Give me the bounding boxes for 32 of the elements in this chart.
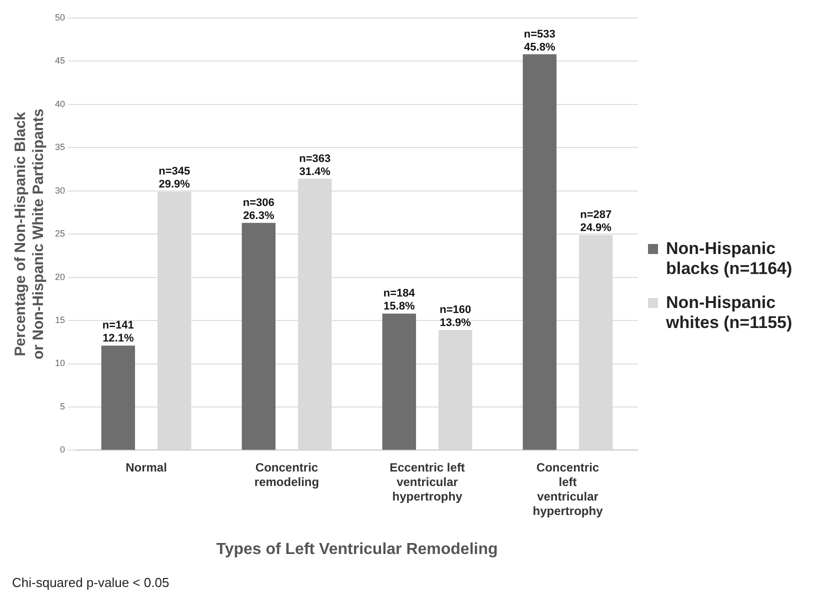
legend-label: Non-Hispanic whites (n=1155) — [666, 292, 794, 332]
bar — [101, 346, 136, 450]
data-label: n=363 31.4% — [299, 152, 331, 178]
x-tick-label: Eccentric left ventricular hypertrophy — [390, 460, 465, 504]
data-label: n=160 13.9% — [440, 304, 472, 330]
y-tick-label: 10 — [54, 358, 66, 368]
legend-label: Non-Hispanic blacks (n=1164) — [666, 238, 794, 278]
data-label: n=141 12.1% — [102, 320, 134, 345]
y-tick-label: 15 — [54, 315, 66, 326]
y-tick-label: 35 — [54, 142, 66, 152]
x-tick-label: Concentric left ventricular hypertrophy — [532, 460, 604, 518]
bar — [242, 222, 276, 450]
y-tick-label: 25 — [54, 228, 66, 239]
y-tick-label: 0 — [60, 444, 66, 455]
x-axis-title: Types of Left Ventricular Remodeling — [216, 540, 498, 558]
y-tick-label: 5 — [60, 401, 66, 412]
y-axis-title: Percentage of Non-Hispanic Black or Non-Hispanic White Participants — [12, 108, 48, 360]
x-tick-label: Concentric remodeling — [254, 460, 320, 490]
data-label: n=184 15.8% — [383, 288, 416, 313]
y-tick-label: 50 — [54, 12, 66, 22]
bar — [522, 54, 557, 450]
y-tick-label: 45 — [54, 56, 66, 66]
data-label: n=287 24.9% — [580, 208, 612, 234]
x-tick-label: Normal — [126, 460, 167, 475]
data-label: n=533 45.8% — [524, 28, 556, 54]
y-tick-label: 20 — [54, 272, 66, 282]
bar — [382, 314, 416, 450]
y-tick-label: 30 — [54, 185, 66, 196]
data-label: n=306 26.3% — [242, 196, 274, 222]
text: Chi-squared p-value < 0.05 — [12, 575, 170, 590]
data-label: n=345 29.9% — [158, 166, 190, 191]
y-tick-label: 40 — [54, 98, 66, 109]
